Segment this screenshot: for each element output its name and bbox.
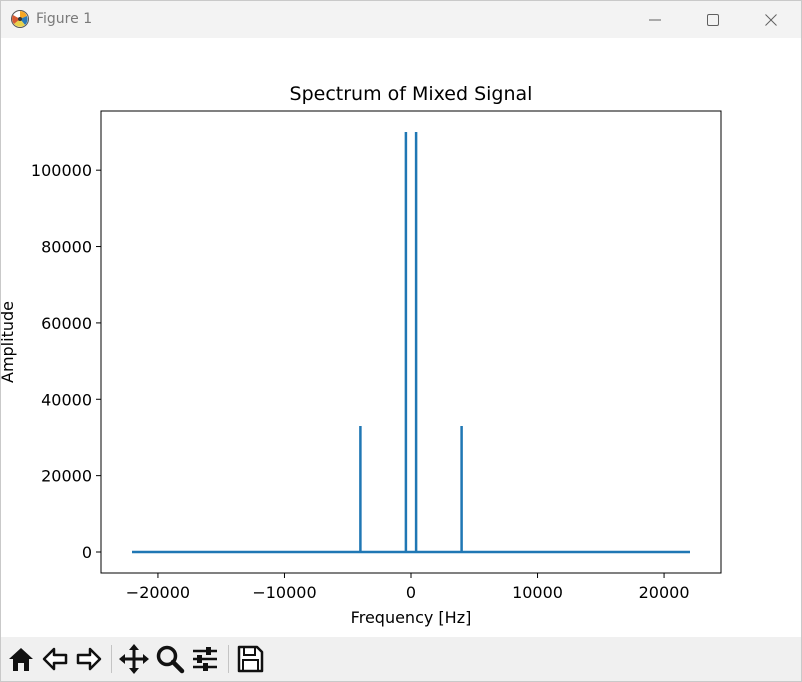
back-arrow-icon [42,647,68,671]
home-button[interactable] [5,643,37,675]
x-tick-label: 20000 [639,583,690,602]
toolbar-separator [111,645,112,673]
x-tick-label: 10000 [512,583,563,602]
title-bar[interactable]: Figure 1 [1,1,801,38]
y-tick-label: 0 [82,543,92,562]
plot-area-frame [100,110,722,574]
home-icon [9,648,33,671]
maximize-button[interactable] [684,1,742,38]
figure-canvas[interactable]: Spectrum of Mixed Signal −20000 −10000 0 10… [1,38,801,637]
zoom-magnifier-icon [156,645,185,674]
y-tick-label: 20000 [41,467,92,486]
window-title: Figure 1 [36,11,93,27]
y-tick-label: 80000 [41,238,92,257]
toolbar-separator [228,645,229,673]
y-tick-label: 60000 [41,314,92,333]
x-tick-label: −20000 [126,583,190,602]
close-icon [765,14,777,26]
forward-arrow-icon [76,647,102,671]
chart-title: Spectrum of Mixed Signal [290,83,533,105]
configure-subplots-button[interactable] [189,643,221,675]
x-axis-label: Frequency [Hz] [351,608,472,627]
spectrum-chart[interactable]: Spectrum of Mixed Signal −20000 −10000 0 10… [1,38,801,637]
configure-subplots-icon [193,647,217,671]
navigation-toolbar [1,637,801,681]
y-tick-label: 40000 [41,390,92,409]
minimize-icon [649,19,661,21]
matplotlib-app-icon [11,10,29,28]
forward-button[interactable] [73,643,105,675]
pan-move-icon [119,644,149,674]
close-button[interactable] [742,1,800,38]
save-floppy-icon [237,645,264,673]
x-tick-label: 0 [406,583,416,602]
zoom-button[interactable] [154,643,186,675]
y-tick-label: 100000 [31,161,92,180]
maximize-icon [707,14,719,26]
y-axis-label: Amplitude [1,301,17,383]
spectrum-series-line [132,132,690,554]
pan-button[interactable] [118,643,150,675]
x-tick-label: −10000 [252,583,316,602]
minimize-button[interactable] [626,1,684,38]
save-button[interactable] [234,643,266,675]
back-button[interactable] [39,643,71,675]
